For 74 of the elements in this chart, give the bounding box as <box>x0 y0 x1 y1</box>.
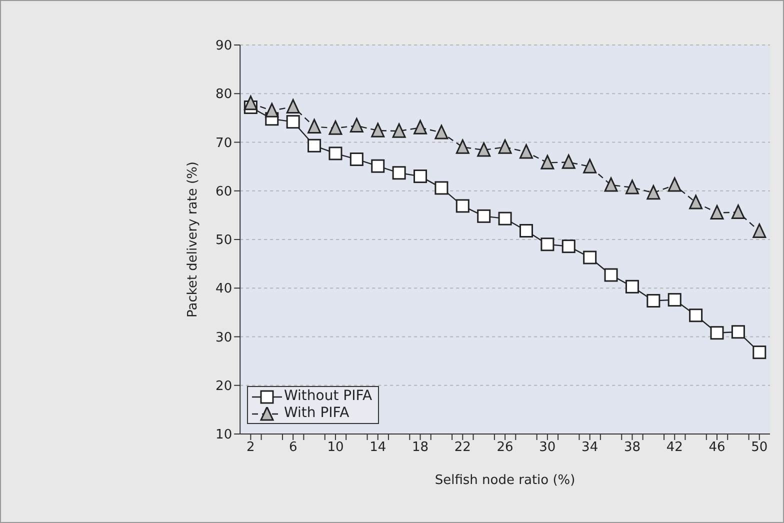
point <box>646 185 660 200</box>
legend-label: With PIFA <box>284 405 350 422</box>
point <box>477 209 491 223</box>
point <box>286 115 300 129</box>
point <box>710 205 724 220</box>
x-tick-label: 22 <box>454 440 471 456</box>
x-tick-label: 6 <box>288 440 298 456</box>
point <box>265 102 279 118</box>
point <box>456 139 470 154</box>
point <box>328 146 342 160</box>
y-tick-label: 80 <box>216 87 232 102</box>
point <box>646 294 660 308</box>
point <box>308 138 322 152</box>
point <box>689 194 703 210</box>
y-tick-label: 10 <box>216 428 232 443</box>
point <box>519 144 533 159</box>
point <box>604 177 618 192</box>
point <box>498 212 512 226</box>
y-tick-label: 30 <box>216 330 232 346</box>
point <box>498 139 512 154</box>
point <box>286 99 300 114</box>
y-tick-label: 50 <box>216 233 232 248</box>
point <box>519 224 533 238</box>
y-tick-label: 20 <box>216 378 232 394</box>
legend-label: Without PIFA <box>284 388 372 405</box>
point <box>414 170 428 184</box>
point <box>308 118 322 134</box>
x-tick-label: 30 <box>539 440 556 456</box>
x-tick-label: 38 <box>624 440 640 456</box>
y-axis-title: Packet delivery rate (%) <box>186 161 201 318</box>
y-tick-label: 90 <box>216 38 232 54</box>
x-axis-title: Selfish node ratio (%) <box>434 473 576 488</box>
point <box>710 326 724 340</box>
y-tick-label: 70 <box>216 136 232 151</box>
x-tick-label: 46 <box>708 440 726 456</box>
point <box>604 268 618 282</box>
point <box>434 124 448 140</box>
point <box>392 123 406 138</box>
point <box>540 238 554 252</box>
point <box>625 180 639 194</box>
x-tick-label: 42 <box>666 440 683 456</box>
point <box>752 223 766 238</box>
x-tick-label: 18 <box>412 440 429 456</box>
x-tick-label: 50 <box>751 440 768 456</box>
point <box>752 346 766 360</box>
point <box>371 159 385 173</box>
point <box>350 152 364 166</box>
point <box>562 240 576 254</box>
x-tick-label: 14 <box>370 440 386 456</box>
point <box>562 154 576 169</box>
x-tick-label: 10 <box>327 440 344 456</box>
point <box>625 280 639 294</box>
point <box>689 308 703 322</box>
point <box>350 118 364 132</box>
point <box>668 177 682 192</box>
x-tick-label: 2 <box>246 440 255 456</box>
point <box>731 204 745 220</box>
point <box>371 122 385 138</box>
point <box>668 293 682 307</box>
point <box>540 154 554 170</box>
x-tick-label: 34 <box>582 440 598 456</box>
point <box>731 325 745 339</box>
y-tick-label: 40 <box>216 282 232 297</box>
point <box>477 142 491 157</box>
point <box>392 166 406 180</box>
y-tick-label: 60 <box>216 184 232 200</box>
point <box>414 120 428 134</box>
point <box>244 96 258 110</box>
point <box>456 199 470 213</box>
point <box>583 250 597 264</box>
x-tick-label: 26 <box>496 440 514 456</box>
point <box>583 158 597 174</box>
point <box>328 120 342 135</box>
point <box>434 181 448 195</box>
